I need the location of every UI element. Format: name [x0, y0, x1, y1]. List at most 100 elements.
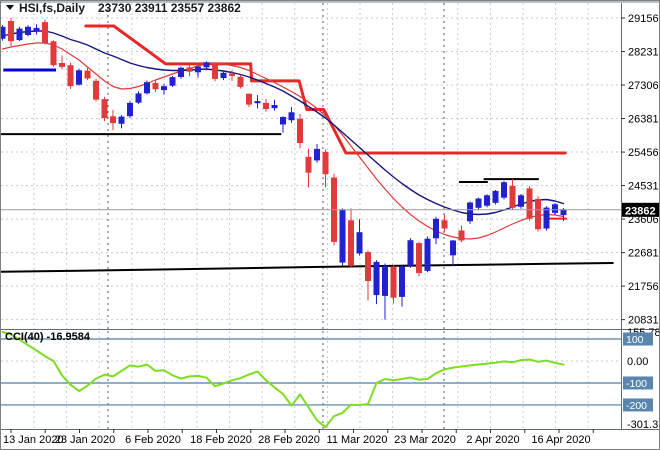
- price-tick-label: 27306: [628, 80, 659, 92]
- candle-bull: [560, 209, 567, 216]
- candle-bear: [305, 156, 312, 173]
- candle-bear: [416, 243, 422, 274]
- cci-indicator-label: CCI(40) -16.9584: [5, 331, 91, 343]
- candle-bull: [314, 148, 320, 161]
- candle-bull: [16, 28, 23, 41]
- price-tick-label: 29156: [628, 13, 659, 25]
- date-label: 16 Apr 2020: [531, 434, 590, 446]
- candle-bear: [8, 21, 14, 42]
- candle-bull: [492, 190, 499, 203]
- candle-bull: [433, 218, 439, 239]
- ma-fast-red: [1, 42, 565, 240]
- cci-level-tag-text: -100: [626, 378, 647, 390]
- cci-level-tag-text: -200: [626, 400, 647, 412]
- candle-bull: [1, 26, 6, 39]
- candle-bear: [42, 22, 48, 43]
- candle-bull: [450, 240, 456, 256]
- cci-indicator: [1, 331, 621, 429]
- date-label: 28 Feb 2020: [258, 434, 320, 446]
- candle-bull: [518, 195, 524, 207]
- candle-bull: [543, 207, 550, 229]
- cci-min-label: -301.377: [627, 419, 660, 431]
- candle-bear: [365, 252, 371, 282]
- candle-bull: [501, 182, 507, 198]
- candle-bear: [348, 220, 354, 266]
- candle-bear: [237, 76, 244, 87]
- symbol-dropdown-icon[interactable]: [6, 5, 14, 10]
- candle-bear: [50, 41, 57, 66]
- price-tick-label: 26381: [628, 114, 659, 126]
- title-bar: HSI,fs,Daily 23730 23911 23557 23862: [6, 1, 241, 15]
- candle-bull: [373, 261, 380, 296]
- candle-bull: [76, 70, 82, 85]
- candle-bull: [280, 117, 286, 125]
- candle-bear: [84, 70, 91, 79]
- candlesticks: [1, 18, 567, 320]
- symbol-title: HSI,fs,Daily: [19, 1, 85, 15]
- candle-bull: [271, 105, 278, 109]
- price-tick-label: 23606: [628, 214, 659, 226]
- candle-bear: [441, 220, 448, 229]
- cci-zero-label: 0.00: [627, 356, 648, 368]
- candle-bull: [356, 232, 363, 254]
- candle-bear: [526, 188, 533, 219]
- candle-bear: [246, 93, 252, 105]
- candle-bull: [118, 116, 125, 124]
- candle-bull: [424, 238, 431, 271]
- date-label: 18 Feb 2020: [190, 434, 252, 446]
- cci-level-tag-text: 100: [626, 334, 644, 346]
- candle-bull: [127, 102, 133, 117]
- candle-bear: [297, 118, 303, 144]
- period-separators: [107, 3, 445, 429]
- candle-bull: [382, 265, 388, 296]
- candle-bull: [475, 198, 482, 208]
- price-tick-label: 22681: [628, 248, 659, 260]
- cci-line: [1, 331, 565, 429]
- candle-bull: [467, 202, 473, 222]
- long-term-trend-line: [1, 262, 614, 273]
- candle-bull: [195, 66, 201, 73]
- candle-bull: [144, 82, 150, 94]
- candle-bull: [33, 27, 40, 31]
- candle-bull: [407, 240, 414, 266]
- ohlc-readout: 23730 23911 23557 23862: [98, 1, 241, 15]
- candle-bull: [25, 26, 31, 35]
- price-tick-label: 28231: [628, 47, 659, 59]
- candle-bear: [101, 99, 108, 118]
- candle-bear: [93, 80, 99, 100]
- analysis-lines[interactable]: [1, 24, 614, 273]
- date-label: 23 Jan 2020: [55, 434, 116, 446]
- date-label: 13 Jan 2020: [3, 434, 64, 446]
- candle-bull: [399, 266, 405, 297]
- price-tick-label: 20831: [628, 315, 659, 327]
- cci-level-tag: [623, 376, 653, 390]
- candle-bear: [110, 116, 116, 124]
- candle-bull: [161, 86, 167, 91]
- cci-level-tag: [623, 332, 653, 346]
- cci-level-tag: [623, 398, 653, 412]
- candle-bear: [229, 73, 235, 76]
- candle-bear: [535, 198, 541, 230]
- candle-bull: [484, 195, 490, 206]
- price-tick-label: 21756: [628, 281, 659, 293]
- candle-bull: [135, 93, 142, 103]
- candle-bull: [203, 62, 210, 68]
- candle-bull: [288, 112, 295, 121]
- candle-bear: [152, 82, 159, 90]
- candle-bear: [59, 63, 65, 67]
- candle-bear: [212, 64, 218, 79]
- candle-bull: [254, 101, 261, 104]
- candle-bull: [220, 72, 227, 79]
- candle-bear: [67, 65, 74, 87]
- candle-bull: [169, 77, 176, 86]
- price-tick-label: 25456: [628, 147, 659, 159]
- candle-bear: [458, 230, 465, 241]
- date-label: 11 Mar 2020: [327, 434, 388, 446]
- candle-bear: [509, 185, 516, 208]
- current-price-tag: [622, 202, 659, 217]
- candle-bear: [390, 266, 397, 298]
- candle-bear: [186, 67, 193, 72]
